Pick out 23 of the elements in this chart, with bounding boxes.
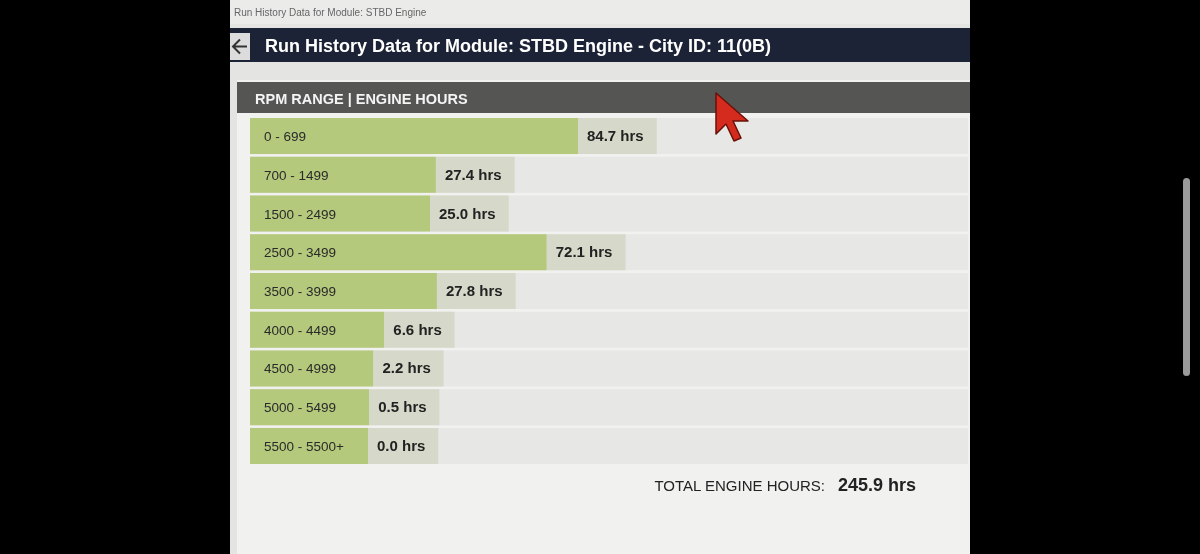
y-tick-label: 3500 - 3999 [264, 284, 337, 299]
y-tick-label: 4500 - 4999 [264, 361, 337, 377]
y-tick-label: 2500 - 3499 [264, 245, 337, 261]
text: Run History Data for Module: STBD Engine [234, 7, 427, 18]
text: 245.9 hrs [838, 475, 917, 495]
data-label: 72.1 hrs [555, 243, 613, 261]
data-label: 84.7 hrs [587, 127, 644, 145]
y-tick-label: 4000 - 4499 [264, 322, 337, 338]
data-label: 25.0 hrs [438, 204, 496, 222]
data-label: 27.4 hrs [444, 165, 502, 183]
y-tick-label: 5000 - 5499 [264, 400, 337, 416]
y-tick-label: 5500 - 5500+ [264, 438, 345, 454]
data-label: 27.8 hrs [445, 282, 503, 299]
data-label: 2.2 hrs [382, 359, 431, 377]
y-tick-label: 0 - 699 [264, 129, 307, 145]
chart-subtitle: RPM RANGE | ENGINE HOURS [255, 91, 469, 107]
data-label: 6.6 hrs [393, 320, 442, 338]
data-label: 0.5 hrs [378, 398, 427, 416]
y-tick-label: 1500 - 2499 [264, 206, 337, 222]
y-tick-label: 700 - 1499 [264, 167, 329, 183]
text: TOTAL ENGINE HOURS: [654, 477, 825, 494]
data-label: 0.0 hrs [377, 436, 426, 454]
chart-title: Run History Data for Module: STBD Engine - City ID: 11(0B) [265, 36, 772, 56]
